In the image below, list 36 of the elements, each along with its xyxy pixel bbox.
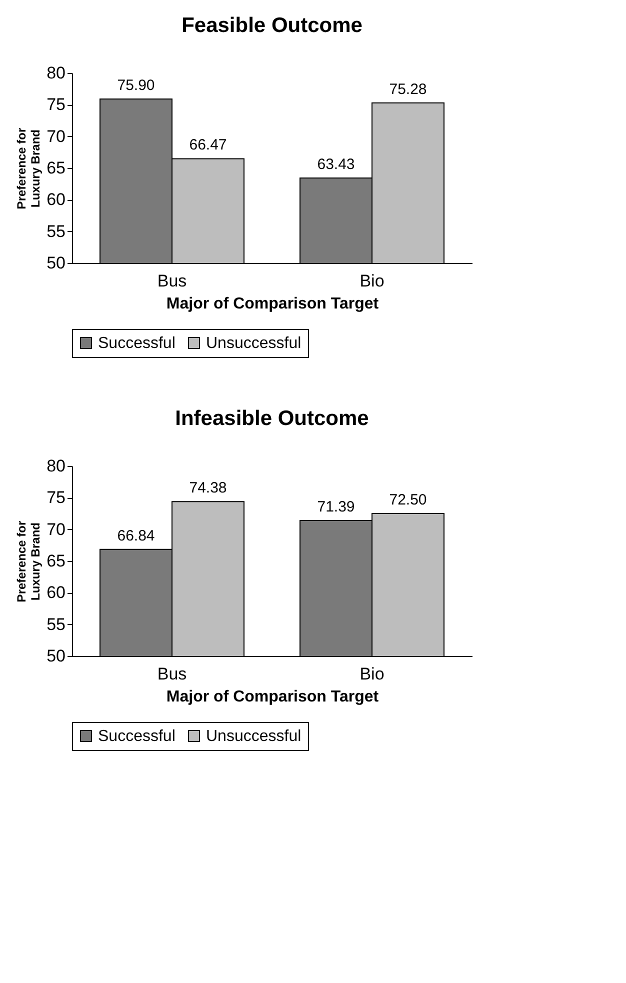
data-label: 75.90 [117,76,155,94]
y-tick-label: 55 [46,222,66,241]
y-tick-label: 70 [46,520,66,539]
y-tick-label: 50 [46,254,66,272]
data-label: 74.38 [189,480,227,497]
x-tick-label: Bus [157,272,187,290]
x-tick-label: Bus [157,664,187,684]
legend-label: Unsuccessful [206,335,302,352]
data-label: 66.47 [189,136,227,154]
y-tick-label: 65 [46,158,66,178]
y-tick-label: 55 [46,614,66,634]
legend-label: Successful [98,335,176,352]
chart-title: Feasible Outcome [182,14,362,37]
y-tick-label: 70 [46,126,66,146]
data-label: 63.43 [317,156,355,173]
x-tick-label: Bio [360,272,384,290]
chart-title: Infeasible Outcome [175,407,369,430]
x-tick-label: Bio [360,664,384,684]
y-axis-title: Preference for Luxury Brand [14,520,43,602]
y-axis-title: Preference for Luxury Brand [14,127,43,210]
data-label: 72.50 [389,492,427,508]
legend-label: Successful [98,728,176,745]
data-label: 71.39 [317,498,355,516]
legend-label: Unsuccessful [206,728,302,745]
y-tick-label: 80 [46,456,66,476]
y-tick-label: 75 [46,488,66,508]
y-tick-label: 80 [46,64,66,82]
y-tick-label: 60 [46,583,66,602]
y-tick-label: 50 [46,646,66,666]
x-axis-title: Major of Comparison Target [166,688,380,706]
y-tick-label: 60 [46,190,66,210]
y-tick-label: 75 [46,95,66,114]
y-tick-label: 65 [46,552,66,570]
data-label: 75.28 [389,80,427,98]
x-axis-title: Major of Comparison Target [166,296,380,312]
data-label: 66.84 [117,527,155,544]
